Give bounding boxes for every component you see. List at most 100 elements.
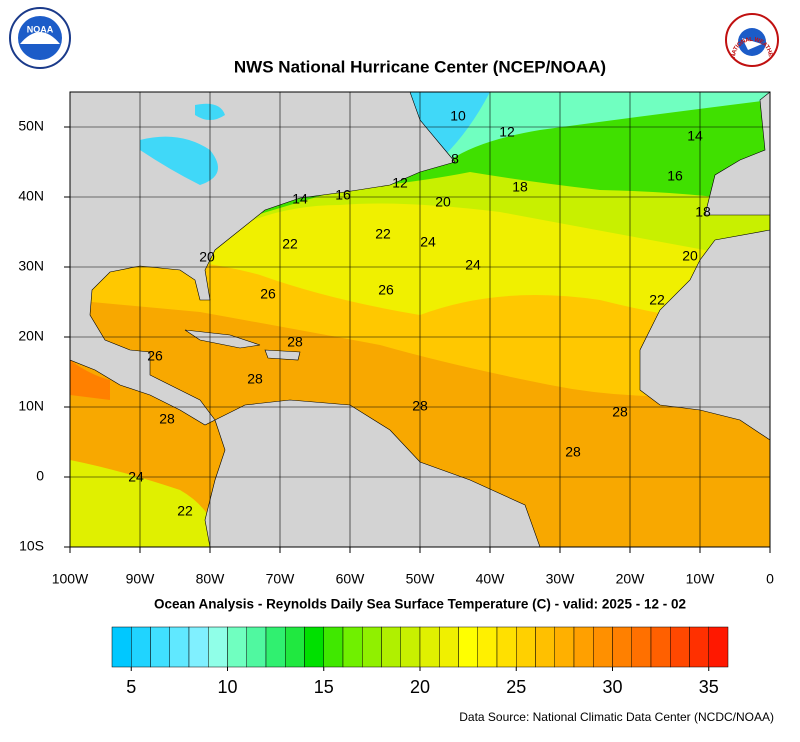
noaa-logo: NOAA (9, 7, 71, 69)
lat-tick-label: 50N (18, 118, 44, 134)
lat-tick-label: 40N (18, 188, 44, 204)
lat-tick-label: 10N (18, 398, 44, 414)
land (639, 229, 770, 441)
logo-text-path: NATIONAL WEATHER SERVICE (0, 0, 773, 58)
contour-label: 14 (687, 128, 703, 144)
colorbar-segment (362, 626, 382, 668)
colorbar-segment (227, 626, 247, 668)
colorbar-segment (535, 626, 555, 668)
colorbar-segment (304, 626, 324, 668)
colorbar-segment (708, 626, 729, 668)
contour-label: 10 (450, 108, 466, 124)
logo-text: NATIONAL WEATHER SERVICE (0, 0, 773, 58)
colorbar-segment (342, 626, 363, 668)
subtitle: Ocean Analysis - Reynolds Daily Sea Surf… (154, 597, 686, 612)
colorbar-segment (689, 626, 709, 668)
title: NWS National Hurricane Center (NCEP/NOAA… (234, 57, 606, 76)
lake (140, 136, 218, 185)
colorbar-segment (150, 626, 170, 668)
land (264, 349, 301, 361)
data-source: Data Source: National Climatic Data Cent… (459, 710, 774, 724)
lon-tick-label: 90W (126, 571, 156, 587)
lon-tick-label: 0 (766, 571, 774, 587)
land (184, 329, 261, 349)
colorbar-segment (458, 626, 478, 668)
lon-tick-label: 60W (336, 571, 366, 587)
colorbar-label: 30 (602, 677, 622, 697)
contour-label: 22 (177, 503, 193, 519)
contour-label: 28 (247, 371, 263, 387)
colorbar-label: 35 (699, 677, 719, 697)
colorbar-segment (246, 626, 267, 668)
ocean-band (70, 360, 110, 400)
land (704, 92, 770, 216)
lat-tick-label: 0 (36, 468, 44, 484)
colorbar-segment (131, 626, 151, 668)
colorbar-segment (169, 626, 190, 668)
lon-tick-label: 30W (546, 571, 576, 587)
contour-label: 22 (649, 292, 665, 308)
colorbar-label: 5 (126, 677, 136, 697)
colorbar-segment (111, 626, 132, 668)
colorbar-segment (670, 626, 690, 668)
lon-tick-label: 50W (406, 571, 436, 587)
colorbar-segment (439, 626, 459, 668)
colorbar-label: 25 (506, 677, 526, 697)
colorbar-segment (516, 626, 536, 668)
contour-label: 28 (412, 398, 428, 414)
lon-tick-label: 40W (476, 571, 506, 587)
contour-label: 28 (287, 334, 303, 350)
contour-label: 26 (260, 286, 276, 302)
nws-logo: NATIONAL WEATHER SERVICE (0, 0, 779, 67)
lon-tick-label: 10W (686, 571, 716, 587)
colorbar-segment (400, 626, 421, 668)
colorbar-segment (419, 626, 440, 668)
colorbar-segment (208, 626, 228, 668)
contour-label: 26 (378, 282, 394, 298)
contour-label: 18 (695, 204, 711, 220)
colorbar-segment (188, 626, 209, 668)
contour-label: 26 (147, 348, 163, 364)
contour-label: 24 (465, 257, 481, 273)
contour-label: 28 (565, 444, 581, 460)
colorbar-label: 15 (314, 677, 334, 697)
contour-label: 22 (375, 226, 391, 242)
colorbar-segment (593, 626, 613, 668)
lon-tick-label: 70W (266, 571, 296, 587)
contour-label: 24 (128, 469, 144, 485)
contour-label: 12 (392, 175, 408, 191)
contour-label: 14 (292, 191, 308, 207)
lat-tick-label: 30N (18, 258, 44, 274)
land (204, 399, 541, 547)
map-frame (69, 91, 771, 548)
contour-label: 20 (435, 194, 451, 210)
colorbar-segment (285, 626, 305, 668)
colorbar-segment (477, 626, 498, 668)
ocean-band (70, 460, 220, 547)
contour-label: 12 (499, 124, 515, 140)
contour-label: 8 (451, 151, 459, 167)
colorbar-segment (631, 626, 652, 668)
colorbar-label: 10 (217, 677, 237, 697)
contour-label: 28 (159, 411, 175, 427)
colorbar-segment (554, 626, 575, 668)
contour-label: 22 (282, 236, 298, 252)
contour-label: 20 (199, 249, 215, 265)
colorbar-segment (323, 626, 344, 668)
contour-label: 16 (667, 168, 683, 184)
colorbar-segment (496, 626, 517, 668)
colorbar-segment (573, 626, 594, 668)
colorbar-segment (650, 626, 671, 668)
colorbar-segment (381, 626, 401, 668)
lon-tick-label: 80W (196, 571, 226, 587)
lat-tick-label: 20N (18, 328, 44, 344)
colorbar: 5 10 15 20 25 30 35 (111, 626, 729, 697)
contour-label: 24 (420, 234, 436, 250)
colorbar-label: 20 (410, 677, 430, 697)
lat-tick-label: 10S (19, 538, 44, 554)
contour-label: 28 (612, 404, 628, 420)
contour-label: 18 (512, 179, 528, 195)
lon-tick-label: 100W (52, 571, 89, 587)
contour-label: 20 (682, 248, 698, 264)
lon-tick-label: 20W (616, 571, 646, 587)
